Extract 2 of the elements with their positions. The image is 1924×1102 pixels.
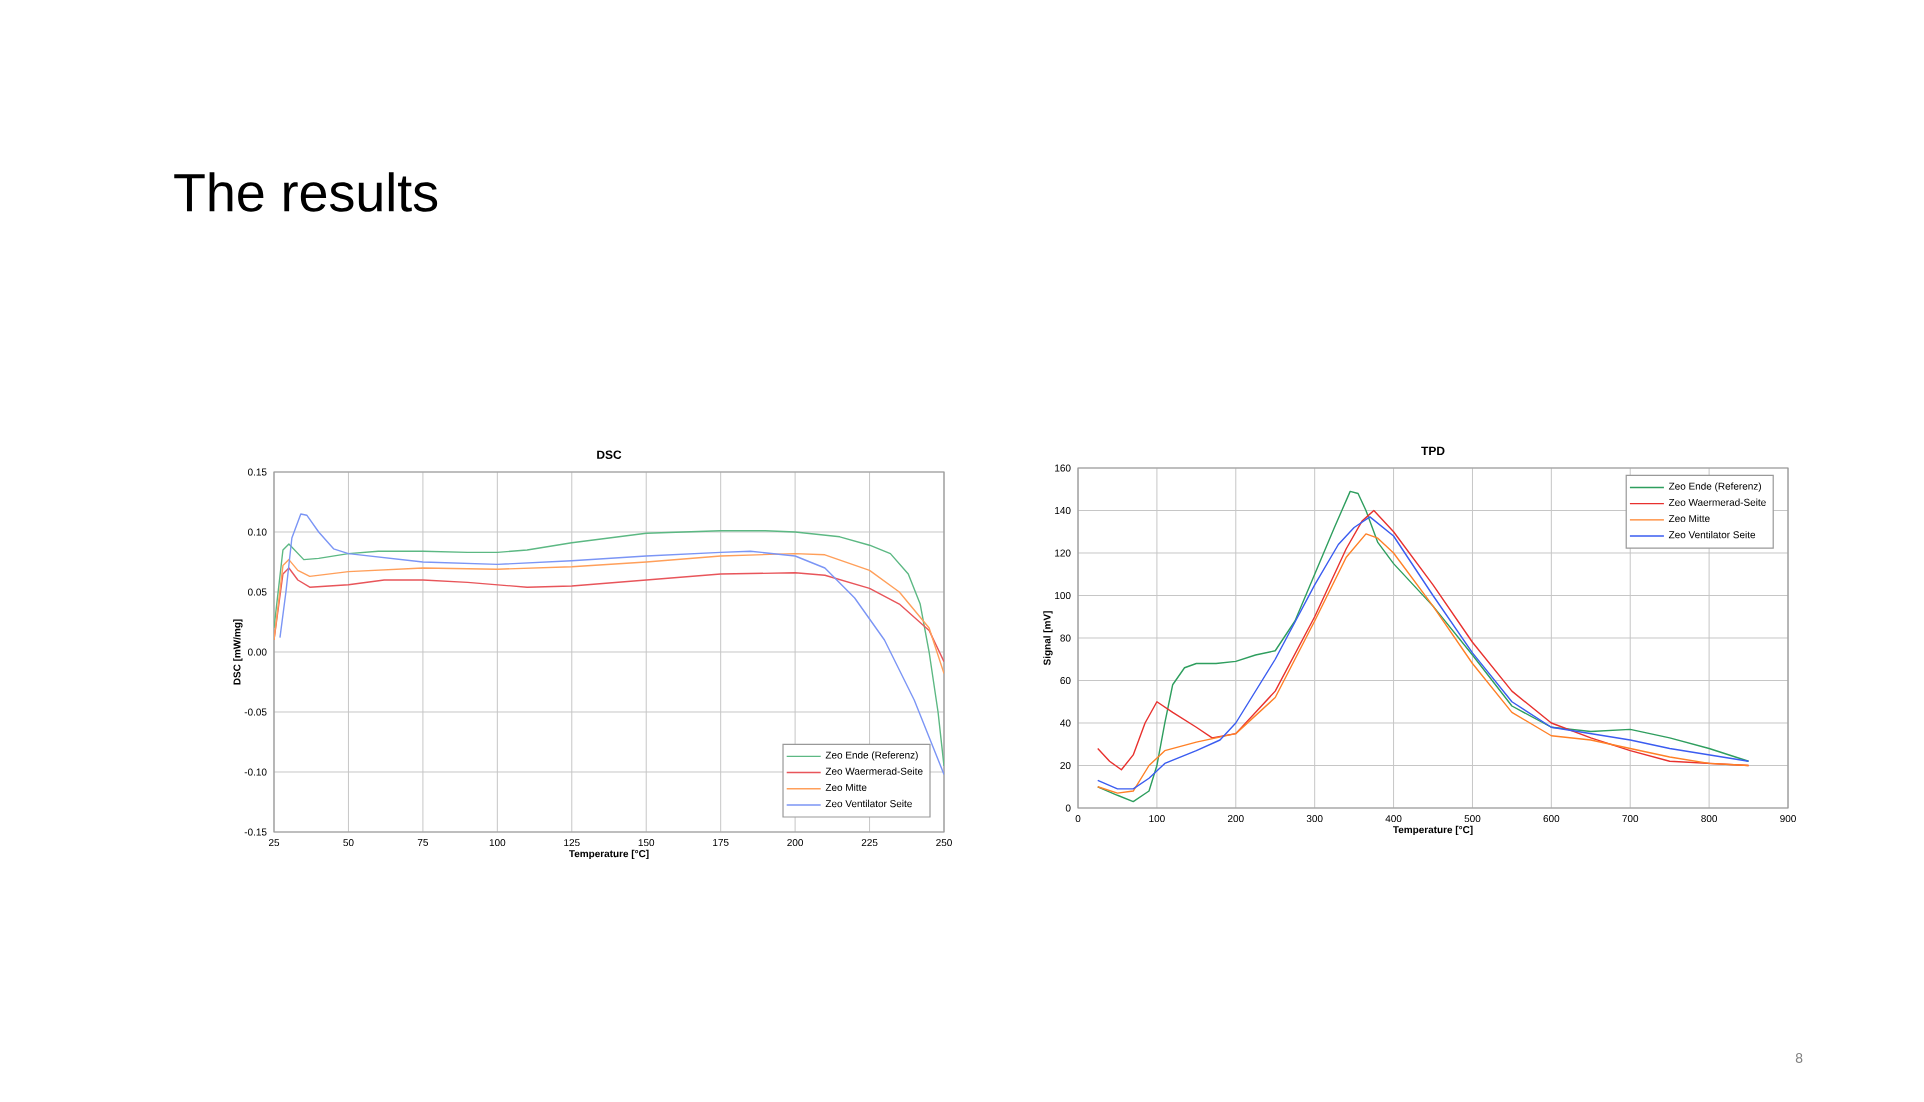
text: The results <box>174 172 438 212</box>
line-series <box>274 552 945 675</box>
